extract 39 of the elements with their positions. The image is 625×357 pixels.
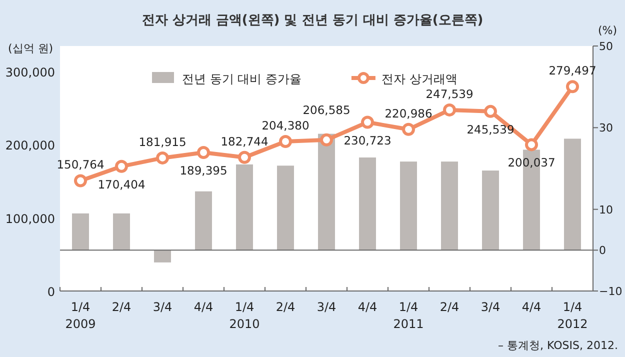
y2-tick-label: 50 bbox=[599, 40, 613, 53]
text: – 통계청, KOSIS, 2012. bbox=[498, 339, 618, 352]
data-label: 247,539 bbox=[426, 86, 474, 101]
x-tick-label: 4/4 bbox=[194, 300, 214, 314]
data-label: 182,744 bbox=[220, 134, 268, 148]
data-label: 170,404 bbox=[98, 177, 146, 192]
data-label: 150,764 bbox=[56, 158, 104, 172]
legend-label: 전년 동기 대비 증가율 bbox=[182, 72, 302, 86]
y2-tick-label: 0 bbox=[599, 244, 606, 258]
x-tick-label: 4/4 bbox=[522, 300, 542, 314]
y2-tick-label: 10 bbox=[599, 203, 613, 216]
y-axis-title: (십억 원) bbox=[8, 42, 54, 55]
data-label: 181,915 bbox=[138, 134, 186, 149]
x-tick-label: 2/4 bbox=[276, 300, 296, 314]
y-tick-label: 100,000 bbox=[5, 212, 55, 226]
x-tick-label: 4/4 bbox=[358, 300, 378, 314]
legend-label: 전자 상거래액 bbox=[381, 72, 458, 86]
data-label: 206,585 bbox=[302, 102, 350, 117]
y2-tick-label: −10 bbox=[599, 285, 622, 298]
x-tick-label: 2/4 bbox=[112, 300, 132, 314]
x-tick-label: 3/4 bbox=[152, 300, 172, 314]
x-tick-label: 3/4 bbox=[480, 300, 500, 314]
chart-title: 전자 상거래 금액(왼쪽) 및 전년 동기 대비 증가율(오른쪽) bbox=[142, 13, 484, 28]
y2-tick-label: 30 bbox=[599, 122, 613, 135]
data-label: 200,037 bbox=[508, 156, 556, 170]
x-tick-label: 1/4 2011 bbox=[393, 300, 424, 331]
data-label: 230,723 bbox=[344, 133, 392, 148]
x-tick-label: 3/4 bbox=[316, 300, 336, 314]
x-tick-label: 1/4 2009 bbox=[65, 300, 96, 331]
x-tick-label: 2/4 bbox=[440, 300, 460, 314]
y-tick-label: 0 bbox=[47, 285, 55, 299]
data-label: 189,395 bbox=[180, 163, 228, 178]
data-label: 204,380 bbox=[262, 118, 310, 133]
y-tick-label: 200,000 bbox=[5, 138, 55, 153]
x-tick-label: 1/4 2012 bbox=[557, 300, 588, 331]
x-tick-label: 1/4 2010 bbox=[229, 300, 260, 331]
y-tick-label: 300,000 bbox=[5, 66, 55, 80]
data-label: 220,986 bbox=[384, 106, 432, 120]
y2-axis-title: (%) bbox=[598, 24, 618, 37]
